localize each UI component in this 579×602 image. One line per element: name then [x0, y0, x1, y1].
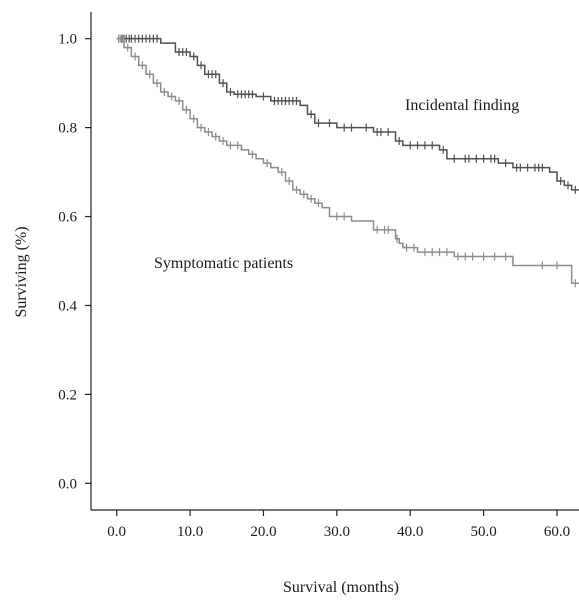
survival-curve-line [116, 37, 579, 284]
x-tick-label: 10.0 [177, 524, 203, 540]
annotation-symptomatic-patients: Symptomatic patients [154, 255, 293, 272]
y-axis-label: Surviving (%) [13, 226, 30, 317]
x-tick-label: 50.0 [470, 524, 496, 540]
y-tick-label: 1.0 [58, 32, 77, 48]
survival-curve-line [116, 37, 579, 191]
x-tick-label: 40.0 [397, 524, 423, 540]
x-tick-label: 60.0 [544, 524, 570, 540]
plot-area [116, 34, 579, 288]
y-tick-label: 0.8 [58, 121, 77, 137]
y-tick-label: 0.0 [58, 476, 77, 492]
x-tick-label: 20.0 [250, 524, 276, 540]
annotation-incidental-finding: Incidental finding [405, 97, 519, 114]
x-tick-label: 30.0 [324, 524, 350, 540]
x-tick-label: 0.0 [107, 524, 126, 540]
series-1 [116, 34, 579, 288]
x-axis-label: Survival (months) [283, 579, 399, 596]
y-tick-label: 0.4 [58, 298, 77, 314]
axes: 0.0 10.0 20.0 30.0 40.0 50.0 60.0 0.0 0.2 0.4 0.6 0… [58, 12, 579, 540]
y-tick-label: 0.6 [58, 210, 77, 226]
series-0 [116, 34, 579, 194]
y-tick-label: 0.2 [58, 387, 77, 403]
